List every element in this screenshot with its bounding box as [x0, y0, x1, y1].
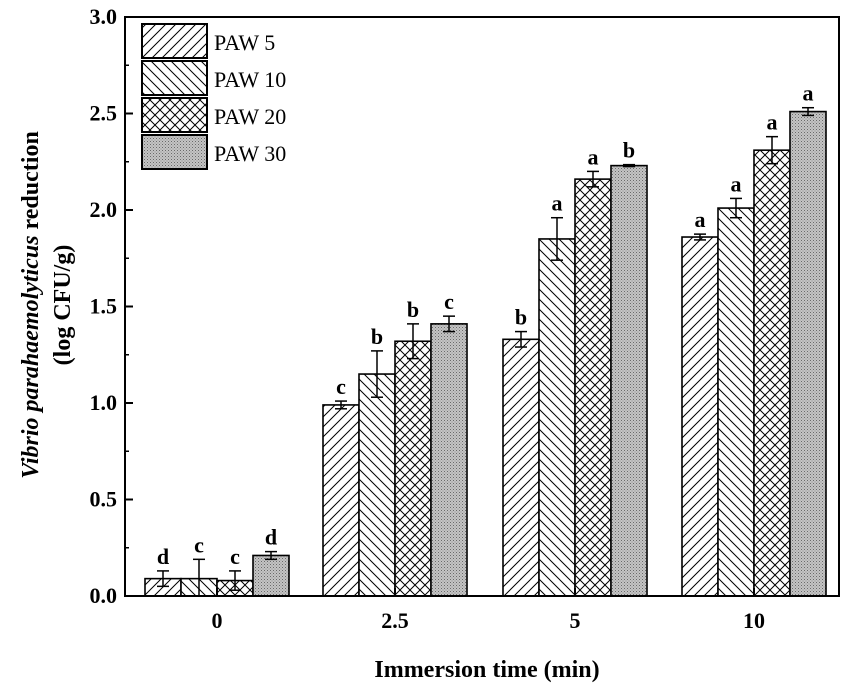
significance-label: b — [371, 324, 383, 349]
x-axis-title: Immersion time (min) — [374, 657, 599, 683]
y-tick-label: 0.5 — [90, 487, 118, 512]
significance-label: b — [623, 138, 635, 163]
significance-label: d — [157, 544, 169, 569]
y-axis-title-rest: reduction — [18, 131, 44, 235]
bar — [502, 338, 540, 597]
legend-swatch-paw10 — [141, 60, 208, 96]
y-tick-label: 3.0 — [90, 4, 118, 29]
significance-label: a — [731, 171, 742, 196]
significance-label: c — [336, 374, 346, 399]
bar — [538, 238, 576, 597]
y-tick-label: 2.5 — [90, 101, 118, 126]
y-tick-label: 2.0 — [90, 197, 118, 222]
significance-label: c — [230, 544, 240, 569]
y-axis-title-line1: Vibrio parahaemolyticus reduction — [18, 131, 44, 479]
legend-label-paw5: PAW 5 — [214, 30, 275, 55]
bar — [574, 178, 612, 597]
significance-label: c — [194, 532, 204, 557]
significance-label: a — [695, 207, 706, 232]
bar — [358, 373, 396, 597]
y-tick-label: 0.0 — [90, 583, 118, 608]
legend-label-paw10: PAW 10 — [214, 67, 286, 92]
y-tick-label: 1.5 — [90, 294, 118, 319]
bar — [430, 323, 468, 597]
y-tick-label: 1.0 — [90, 390, 118, 415]
significance-label: a — [552, 191, 563, 216]
legend-swatch-paw30 — [141, 134, 208, 170]
legend-label-paw20: PAW 20 — [214, 104, 286, 129]
bar — [681, 236, 719, 597]
legend-swatch-paw5 — [141, 23, 208, 59]
significance-label: a — [588, 144, 599, 169]
bar — [789, 110, 827, 597]
y-axis-title-line2: (log CFU/g) — [50, 245, 76, 366]
significance-label: d — [265, 525, 277, 550]
significance-label: b — [515, 305, 527, 330]
y-axis-title-italic: Vibrio parahaemolyticus — [18, 235, 44, 478]
significance-label: a — [803, 81, 814, 106]
legend-label-paw30: PAW 30 — [214, 141, 286, 166]
significance-label: c — [444, 289, 454, 314]
legend: PAW 5 PAW 10 PAW 20 PAW 30 — [141, 23, 286, 170]
x-tick-label: 5 — [570, 608, 581, 633]
legend-swatch-paw20 — [141, 97, 208, 133]
bar — [717, 207, 755, 597]
bar — [252, 554, 290, 597]
x-tick-label: 10 — [743, 608, 765, 633]
x-tick-label: 2.5 — [381, 608, 409, 633]
x-tick-label: 0 — [212, 608, 223, 633]
significance-label: a — [767, 110, 778, 135]
bar — [610, 164, 648, 597]
bar — [394, 340, 432, 597]
significance-label: b — [407, 297, 419, 322]
bar — [322, 404, 360, 597]
axes-group: 0.0 0.5 1.0 1.5 2.0 2.5 3.0 0 2.5 5 10 — [90, 4, 840, 633]
bar — [753, 149, 791, 597]
